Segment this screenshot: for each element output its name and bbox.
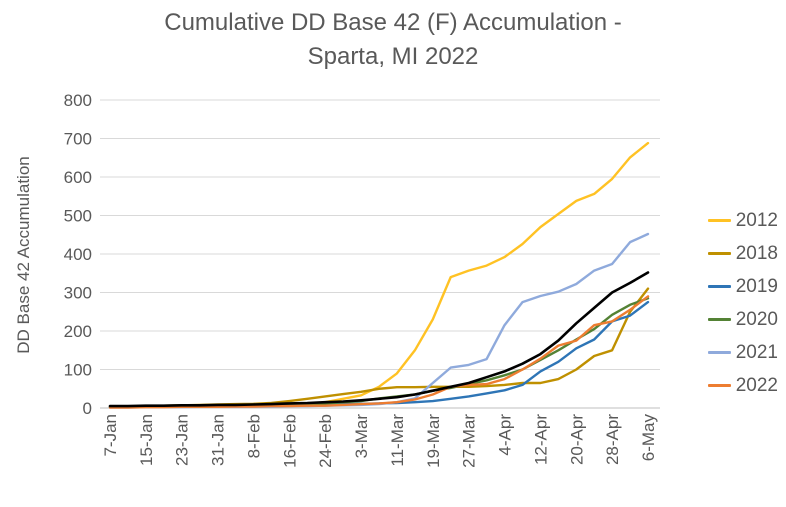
y-axis-tick-label: 600 [64, 168, 92, 187]
legend-label: 2012 [735, 209, 778, 231]
x-axis-tick-label: 19-Mar [424, 414, 443, 468]
y-axis-tick-label: 800 [64, 91, 92, 110]
y-axis-title: DD Base 42 Accumulation [14, 156, 33, 354]
legend-label: 2019 [735, 275, 778, 297]
x-axis-tick-label: 27-Mar [460, 414, 479, 468]
series-line-2021 [108, 232, 650, 409]
x-axis-tick-label: 23-Jan [173, 414, 192, 466]
legend-swatch-2012 [707, 219, 731, 222]
legend-label: 2021 [735, 341, 778, 363]
x-axis-tick-label: 7-Jan [101, 414, 120, 457]
series-line-2020 [108, 297, 650, 409]
y-axis-tick-label: 100 [64, 361, 92, 380]
y-axis-tick-label: 500 [64, 207, 92, 226]
legend-swatch-2019 [707, 285, 731, 288]
x-axis-tick-label: 6-May [639, 414, 658, 462]
series-line-unlabeled-black [108, 271, 650, 408]
legend-label: 2018 [735, 242, 778, 264]
legend-item-2018: 2018 [707, 237, 778, 270]
y-axis-tick-label: 300 [64, 284, 92, 303]
legend-item-2021: 2021 [707, 336, 778, 369]
x-axis-tick-label: 3-Mar [352, 414, 371, 459]
series-line-2019 [108, 300, 650, 409]
chart-title-line-2: Sparta, MI 2022 [307, 43, 479, 70]
legend-swatch-2021 [707, 351, 731, 354]
y-axis-tick-label: 0 [83, 399, 92, 418]
y-axis-tick-label: 400 [64, 245, 92, 264]
x-axis-tick-label: 15-Jan [137, 414, 156, 466]
x-axis-tick-label: 31-Jan [209, 414, 228, 466]
legend-swatch-2020 [707, 318, 731, 321]
legend-item-2020: 2020 [707, 303, 778, 336]
legend-label: 2022 [735, 374, 778, 396]
x-axis-tick-label: 11-Mar [388, 414, 407, 467]
y-axis-tick-label: 200 [64, 322, 92, 341]
x-axis-tick-label: 12-Apr [531, 414, 550, 465]
x-axis-tick-label: 16-Feb [280, 414, 299, 468]
chart-title: Cumulative DD Base 42 (F) Accumulation -… [60, 6, 726, 74]
legend-swatch-2022 [707, 384, 731, 387]
x-axis-tick-label: 4-Apr [496, 414, 515, 456]
chart-legend: 2012 2018 2019 2020 2021 2022 [707, 204, 778, 402]
x-axis-tick-label: 24-Feb [316, 414, 335, 468]
legend-item-2022: 2022 [707, 369, 778, 402]
legend-swatch-2018 [707, 252, 731, 255]
legend-item-2019: 2019 [707, 270, 778, 303]
chart-title-line-1: Cumulative DD Base 42 (F) Accumulation - [164, 9, 622, 36]
x-axis-tick-label: 28-Apr [603, 414, 622, 465]
series-line-2022 [108, 295, 650, 409]
series-line-2018 [108, 287, 650, 408]
x-axis-tick-label: 20-Apr [567, 414, 586, 465]
y-axis-tick-label: 700 [64, 130, 92, 149]
x-axis-tick-label: 8-Feb [244, 414, 263, 458]
series-line-2012 [108, 141, 650, 409]
legend-item-2012: 2012 [707, 204, 778, 237]
legend-label: 2020 [735, 308, 778, 330]
